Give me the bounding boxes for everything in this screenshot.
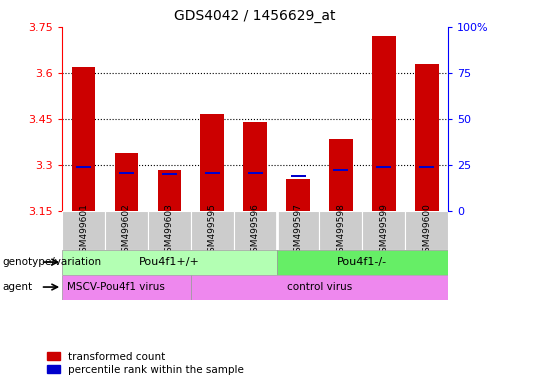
Bar (105, 211, 148, 250)
Bar (376, 166, 392, 168)
Bar (372, 36, 396, 211)
Bar (191, 211, 234, 250)
Bar (286, 179, 310, 211)
Bar (114, 153, 138, 211)
Text: GSM499600: GSM499600 (422, 203, 431, 258)
Bar (406, 211, 448, 250)
Bar (200, 114, 224, 211)
Bar (76, 166, 91, 168)
Bar (248, 172, 262, 174)
Bar (415, 64, 438, 211)
Bar (419, 166, 434, 168)
Bar (62, 211, 105, 250)
Text: GSM499595: GSM499595 (208, 203, 217, 258)
Text: GSM499599: GSM499599 (379, 203, 388, 258)
Bar (276, 211, 320, 250)
Text: GSM499597: GSM499597 (294, 203, 302, 258)
Text: agent: agent (3, 282, 33, 292)
Text: GSM499602: GSM499602 (122, 203, 131, 258)
Text: GSM499596: GSM499596 (251, 203, 260, 258)
Bar (291, 175, 306, 177)
Bar (162, 173, 177, 175)
Bar (72, 67, 96, 211)
Bar (320, 211, 362, 250)
Text: genotype/variation: genotype/variation (3, 257, 102, 267)
Bar (62, 275, 191, 300)
Title: GDS4042 / 1456629_at: GDS4042 / 1456629_at (174, 9, 336, 23)
Bar (329, 139, 353, 211)
Bar (205, 172, 220, 174)
Legend: transformed count, percentile rank within the sample: transformed count, percentile rank withi… (43, 348, 248, 379)
Text: MSCV-Pou4f1 virus: MSCV-Pou4f1 virus (67, 282, 165, 292)
Bar (234, 211, 276, 250)
Bar (119, 172, 134, 174)
Bar (362, 211, 406, 250)
Bar (191, 275, 448, 300)
Bar (276, 250, 448, 275)
Text: Pou4f1-/-: Pou4f1-/- (338, 257, 388, 267)
Text: control virus: control virus (287, 282, 352, 292)
Text: GSM499601: GSM499601 (79, 203, 88, 258)
Bar (244, 122, 267, 211)
Bar (158, 170, 181, 211)
Bar (333, 169, 348, 171)
Text: GSM499598: GSM499598 (336, 203, 346, 258)
Text: GSM499603: GSM499603 (165, 203, 174, 258)
Bar (62, 250, 276, 275)
Bar (148, 211, 191, 250)
Text: Pou4f1+/+: Pou4f1+/+ (139, 257, 200, 267)
